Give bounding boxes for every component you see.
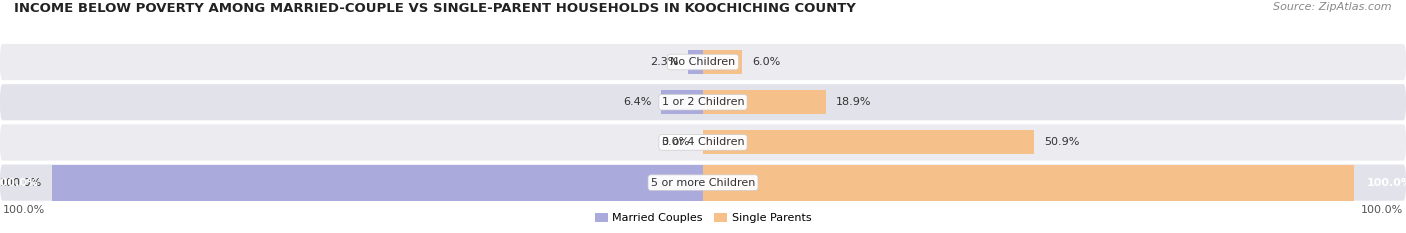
Text: No Children: No Children bbox=[671, 57, 735, 67]
Bar bbox=[703, 164, 1354, 201]
FancyBboxPatch shape bbox=[0, 164, 1406, 201]
Bar bbox=[703, 130, 1035, 154]
Text: 100.0%: 100.0% bbox=[3, 205, 45, 215]
Text: 3 or 4 Children: 3 or 4 Children bbox=[662, 137, 744, 147]
Text: 100.0%: 100.0% bbox=[1361, 205, 1403, 215]
Text: Source: ZipAtlas.com: Source: ZipAtlas.com bbox=[1274, 2, 1392, 12]
Text: 6.0%: 6.0% bbox=[752, 57, 780, 67]
Bar bbox=[703, 50, 742, 74]
Text: 18.9%: 18.9% bbox=[835, 97, 872, 107]
Text: 100.0%: 100.0% bbox=[1367, 178, 1406, 188]
Legend: Married Couples, Single Parents: Married Couples, Single Parents bbox=[591, 208, 815, 228]
Text: INCOME BELOW POVERTY AMONG MARRIED-COUPLE VS SINGLE-PARENT HOUSEHOLDS IN KOOCHIC: INCOME BELOW POVERTY AMONG MARRIED-COUPL… bbox=[14, 2, 856, 15]
Bar bbox=[661, 90, 703, 114]
Bar bbox=[688, 50, 703, 74]
Text: 100.0%: 100.0% bbox=[0, 178, 39, 188]
Text: 100.0%: 100.0% bbox=[0, 178, 42, 188]
FancyBboxPatch shape bbox=[0, 124, 1406, 161]
Text: 6.4%: 6.4% bbox=[623, 97, 651, 107]
FancyBboxPatch shape bbox=[0, 44, 1406, 80]
Text: 1 or 2 Children: 1 or 2 Children bbox=[662, 97, 744, 107]
Text: 50.9%: 50.9% bbox=[1045, 137, 1080, 147]
Bar bbox=[52, 164, 703, 201]
FancyBboxPatch shape bbox=[0, 84, 1406, 120]
Text: 5 or more Children: 5 or more Children bbox=[651, 178, 755, 188]
Text: 2.3%: 2.3% bbox=[650, 57, 678, 67]
Text: 0.0%: 0.0% bbox=[662, 137, 690, 147]
Bar bbox=[703, 90, 827, 114]
